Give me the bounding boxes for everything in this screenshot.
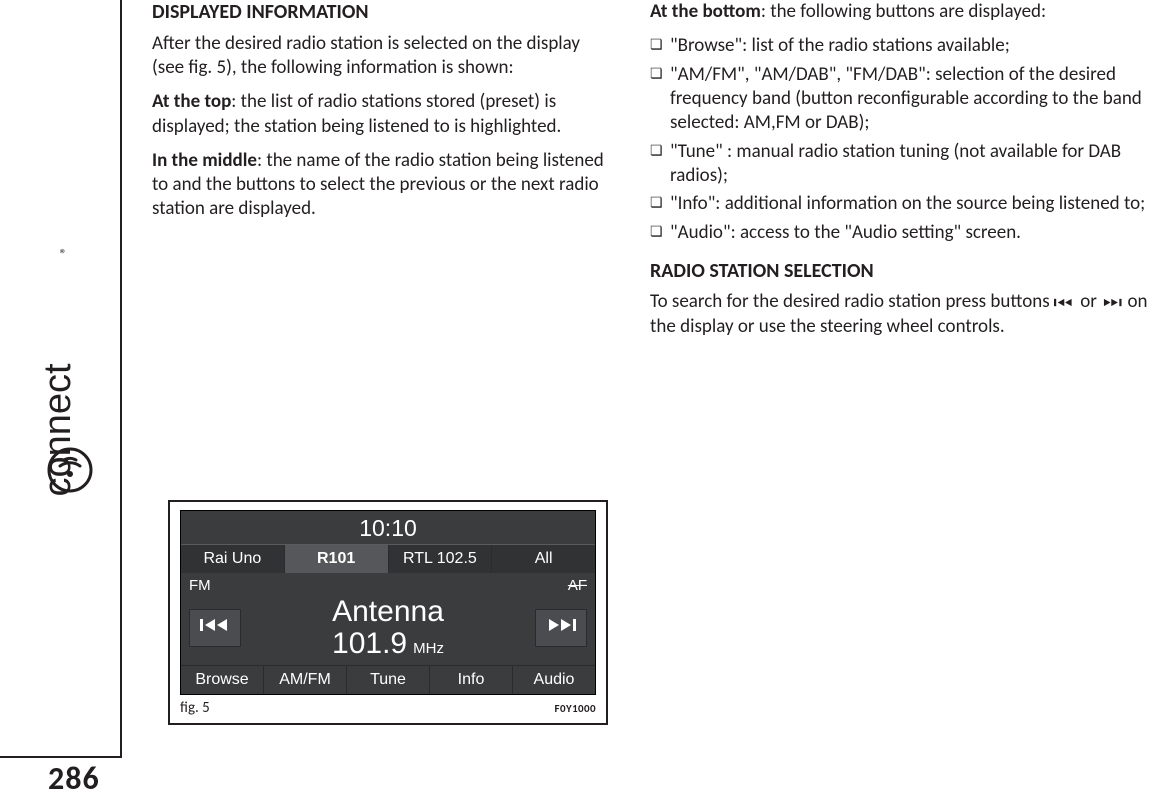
in-the-middle-lead: In the middle	[152, 149, 257, 172]
manual-page: connect ® 286 DISPLAYED INFORMATION Afte…	[0, 0, 1167, 812]
audio-button[interactable]: Audio	[513, 666, 595, 694]
page-number: 286	[48, 759, 100, 798]
band-toggle-button[interactable]: AM/FM	[264, 666, 347, 694]
heading-displayed-information: DISPLAYED INFORMATION	[152, 0, 610, 26]
in-the-middle-paragraph: In the middle: the name of the radio sta…	[152, 149, 610, 222]
list-item: "Info": additional information on the so…	[650, 192, 1160, 216]
seek-prev-icon	[200, 617, 230, 638]
uconnect-logo: connect ®	[40, 220, 100, 500]
at-the-top-paragraph: At the top: the list of radio stations s…	[152, 90, 610, 139]
svg-text:®: ®	[57, 246, 74, 253]
list-item: "Tune" : manual radio station tuning (no…	[650, 140, 1160, 189]
frequency: 101.9	[332, 627, 407, 660]
intro-paragraph: After the desired radio station is selec…	[152, 32, 610, 81]
at-the-bottom-text: : the following buttons are displayed:	[761, 0, 1046, 23]
figure-code: F0Y1000	[555, 702, 596, 715]
heading-radio-station-selection: RADIO STATION SELECTION	[650, 259, 1160, 285]
band-row: FM AF	[187, 577, 589, 596]
preset-row: Rai Uno R101 RTL 102.5 All	[181, 545, 595, 573]
at-the-bottom-lead: At the bottom	[650, 0, 761, 23]
at-the-bottom-paragraph: At the bottom: the following buttons are…	[650, 0, 1160, 24]
frequency-unit: MHz	[407, 640, 444, 657]
seek-prev-icon	[1054, 291, 1076, 315]
figure-frame: 10:10 Rai Uno R101 RTL 102.5 All FM AF	[168, 500, 608, 725]
tune-button[interactable]: Tune	[347, 666, 430, 694]
seek-next-icon	[1101, 291, 1123, 315]
preset-button[interactable]: Rai Uno	[181, 545, 285, 573]
figure-5: 10:10 Rai Uno R101 RTL 102.5 All FM AF	[168, 500, 608, 725]
prev-station-button[interactable]	[189, 609, 241, 647]
seek-paragraph: To search for the desired radio station …	[650, 290, 1160, 339]
af-label: AF	[568, 577, 587, 594]
radio-clock: 10:10	[181, 511, 595, 545]
at-the-top-lead: At the top	[152, 90, 231, 113]
seek-text-a: To search for the desired radio station …	[650, 290, 1054, 313]
station-row: Antenna 101.9MHz	[187, 596, 589, 659]
band-label: FM	[189, 577, 211, 594]
preset-button[interactable]: RTL 102.5	[389, 545, 493, 573]
station-name: Antenna	[332, 596, 444, 628]
left-column: DISPLAYED INFORMATION After the desired …	[152, 0, 610, 232]
bottom-buttons-list: "Browse": list of the radio stations ava…	[650, 34, 1160, 245]
current-station: Antenna 101.9MHz	[332, 596, 444, 659]
bottom-button-row: Browse AM/FM Tune Info Audio	[181, 665, 595, 694]
preset-button[interactable]: All	[492, 545, 595, 573]
figure-caption: fig. 5	[180, 699, 210, 717]
right-column: At the bottom: the following buttons are…	[650, 0, 1160, 349]
list-item: "Audio": access to the "Audio setting" s…	[650, 221, 1160, 245]
preset-button[interactable]: R101	[285, 545, 389, 573]
figure-caption-row: fig. 5 F0Y1000	[180, 695, 596, 717]
info-button[interactable]: Info	[430, 666, 513, 694]
next-station-button[interactable]	[535, 609, 587, 647]
bottom-rule	[0, 756, 120, 758]
radio-middle: FM AF Antenna 101.9MHz	[181, 573, 595, 665]
list-item: "Browse": list of the radio stations ava…	[650, 34, 1160, 58]
margin-rule	[120, 0, 122, 758]
svg-text:connect: connect	[40, 363, 79, 497]
browse-button[interactable]: Browse	[181, 666, 264, 694]
frequency-row: 101.9MHz	[332, 628, 444, 660]
radio-display: 10:10 Rai Uno R101 RTL 102.5 All FM AF	[180, 510, 596, 695]
seek-next-icon	[546, 617, 576, 638]
seek-text-or: or	[1076, 290, 1101, 313]
list-item: "AM/FM", "AM/DAB", "FM/DAB": selection o…	[650, 63, 1160, 136]
